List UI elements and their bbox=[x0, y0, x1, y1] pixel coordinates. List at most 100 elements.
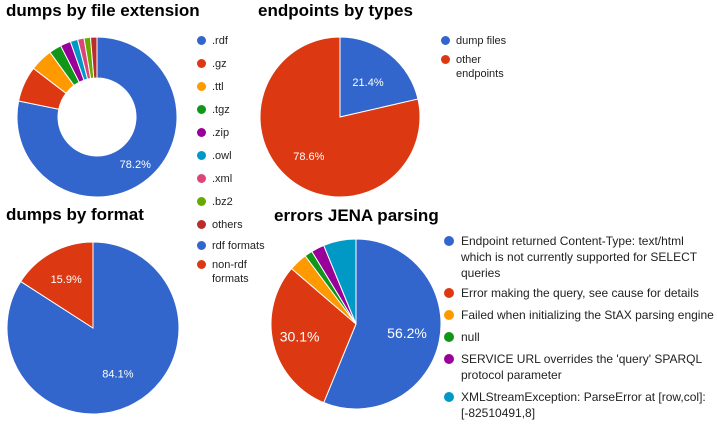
legend-item: Endpoint returned Content-Type: text/htm… bbox=[444, 233, 714, 281]
legend-label-line: .zip bbox=[212, 127, 230, 139]
legend-label: .ttl bbox=[212, 80, 224, 94]
legend-swatch-icon bbox=[197, 220, 206, 229]
legend-label-line: which is not currently supported for SEL… bbox=[461, 250, 698, 264]
legend-label: other endpoints bbox=[456, 53, 504, 81]
slice-percent-label: 56.2% bbox=[387, 325, 427, 341]
legend-swatch-icon bbox=[444, 332, 454, 342]
legend-item: others bbox=[197, 218, 243, 232]
legend-label: non-rdf formats bbox=[212, 258, 267, 286]
legend-label: rdf formats bbox=[212, 239, 267, 253]
legend-label: others bbox=[212, 218, 243, 232]
legend-label-line: protocol parameter bbox=[461, 368, 562, 382]
legend-item: Failed when initializing the StAX parsin… bbox=[444, 307, 714, 323]
legend-label: Endpoint returned Content-Type: text/htm… bbox=[461, 233, 697, 281]
legend-label-line: XMLStreamException: ParseError at [row,c… bbox=[461, 390, 706, 404]
legend-swatch-icon bbox=[197, 174, 206, 183]
pie-slice bbox=[339, 36, 419, 118]
legend-swatch-icon bbox=[197, 151, 206, 160]
legend-label-line: queries bbox=[461, 266, 501, 280]
legend-swatch-icon bbox=[197, 260, 206, 269]
legend-format: rdf formats non-rdf formats bbox=[197, 239, 267, 291]
legend-label: XMLStreamException: ParseError at [row,c… bbox=[461, 389, 706, 421]
legend-swatch-icon bbox=[444, 288, 454, 298]
legend-label-line: Error making the query, see cause for de… bbox=[461, 286, 699, 300]
legend-label-line: .xml bbox=[212, 173, 233, 185]
legend-label-line: .ttl bbox=[212, 81, 224, 93]
legend-label-line: SERVICE URL overrides the 'query' SPARQL bbox=[461, 352, 703, 366]
legend-label-line: .bz2 bbox=[212, 196, 233, 208]
legend-label-line: .rdf bbox=[212, 35, 228, 47]
legend-item: .rdf bbox=[197, 34, 243, 48]
legend-item: .gz bbox=[197, 57, 243, 71]
legend-label-line: others bbox=[212, 219, 243, 231]
legend-item: other endpoints bbox=[441, 53, 506, 81]
chart-title-format: dumps by format bbox=[6, 205, 144, 224]
legend-swatch-icon bbox=[197, 105, 206, 114]
legend-label: .zip bbox=[212, 126, 229, 140]
legend-item: .owl bbox=[197, 149, 243, 163]
slice-percent-label: 21.4% bbox=[352, 77, 383, 89]
legend-swatch-icon bbox=[197, 82, 206, 91]
legend-swatch-icon bbox=[197, 59, 206, 68]
legend-label-line: formats bbox=[212, 273, 249, 285]
legend-label-line: other bbox=[456, 54, 482, 66]
legend-swatch-icon bbox=[444, 236, 454, 246]
pie-slice bbox=[323, 238, 442, 410]
legend-swatch-icon bbox=[441, 36, 450, 45]
legend-label-line: [-82510491,8] bbox=[461, 406, 536, 420]
pie-slice bbox=[19, 241, 94, 329]
legend-swatch-icon bbox=[197, 36, 206, 45]
legend-item: .zip bbox=[197, 126, 243, 140]
legend-endpoint-types: dump files other endpoints bbox=[441, 34, 506, 86]
legend-label-line: .gz bbox=[212, 58, 227, 70]
pie-slice bbox=[323, 238, 357, 325]
pie-slice bbox=[16, 36, 178, 198]
legend-item: dump files bbox=[441, 34, 506, 48]
pie-chart-file-extension: 78.2% bbox=[16, 36, 178, 198]
legend-swatch-icon bbox=[444, 392, 454, 402]
pie-slice bbox=[270, 267, 357, 404]
legend-swatch-icon bbox=[444, 354, 454, 364]
legend-label-line: null bbox=[461, 330, 480, 344]
legend-swatch-icon bbox=[197, 197, 206, 206]
legend-item: .ttl bbox=[197, 80, 243, 94]
slice-percent-label: 78.2% bbox=[120, 159, 151, 171]
legend-label-line: dump files bbox=[456, 35, 507, 47]
legend-label-line: Endpoint returned Content-Type: text/htm… bbox=[461, 234, 684, 248]
legend-jena-errors: Endpoint returned Content-Type: text/htm… bbox=[444, 233, 714, 427]
legend-label-line: .owl bbox=[212, 150, 232, 162]
legend-label: SERVICE URL overrides the 'query' SPARQL… bbox=[461, 351, 702, 383]
legend-label: null bbox=[461, 329, 480, 345]
chart-title-file-extension: dumps by file extension bbox=[6, 1, 200, 20]
pie-chart-jena-errors: 56.2% 30.1% bbox=[270, 238, 442, 410]
legend-item: .bz2 bbox=[197, 195, 243, 209]
pie-slice bbox=[89, 36, 98, 79]
legend-label: .bz2 bbox=[212, 195, 233, 209]
legend-label: Failed when initializing the StAX parsin… bbox=[461, 307, 714, 323]
slice-percent-label: 15.9% bbox=[51, 274, 82, 286]
legend-label: .rdf bbox=[212, 34, 228, 48]
legend-swatch-icon bbox=[197, 128, 206, 137]
pie-chart-format: 84.1% 15.9% bbox=[6, 241, 180, 415]
legend-label-line: rdf formats bbox=[212, 240, 265, 252]
legend-item: XMLStreamException: ParseError at [row,c… bbox=[444, 389, 714, 421]
legend-label: .gz bbox=[212, 57, 227, 71]
legend-item: .tgz bbox=[197, 103, 243, 117]
slice-percent-label: 30.1% bbox=[280, 329, 320, 345]
legend-file-extension: .rdf .gz .ttl .tgz .zip .owl .xml .bz2 others bbox=[197, 34, 243, 241]
legend-label: dump files bbox=[456, 34, 506, 48]
legend-label: .xml bbox=[212, 172, 232, 186]
legend-item: rdf formats bbox=[197, 239, 267, 253]
legend-item: non-rdf formats bbox=[197, 258, 267, 286]
chart-title-endpoint-types: endpoints by types bbox=[258, 1, 413, 20]
slice-percent-label: 78.6% bbox=[293, 151, 324, 163]
slice-percent-label: 84.1% bbox=[102, 369, 133, 381]
legend-item: SERVICE URL overrides the 'query' SPARQL… bbox=[444, 351, 714, 383]
legend-swatch-icon bbox=[197, 241, 206, 250]
chart-title-jena-errors: errors JENA parsing bbox=[274, 206, 439, 225]
pie-slice bbox=[259, 36, 421, 198]
legend-swatch-icon bbox=[441, 55, 450, 64]
legend-swatch-icon bbox=[444, 310, 454, 320]
legend-label: .owl bbox=[212, 149, 232, 163]
pie-chart-endpoint-types: 21.4% 78.6% bbox=[259, 36, 421, 198]
